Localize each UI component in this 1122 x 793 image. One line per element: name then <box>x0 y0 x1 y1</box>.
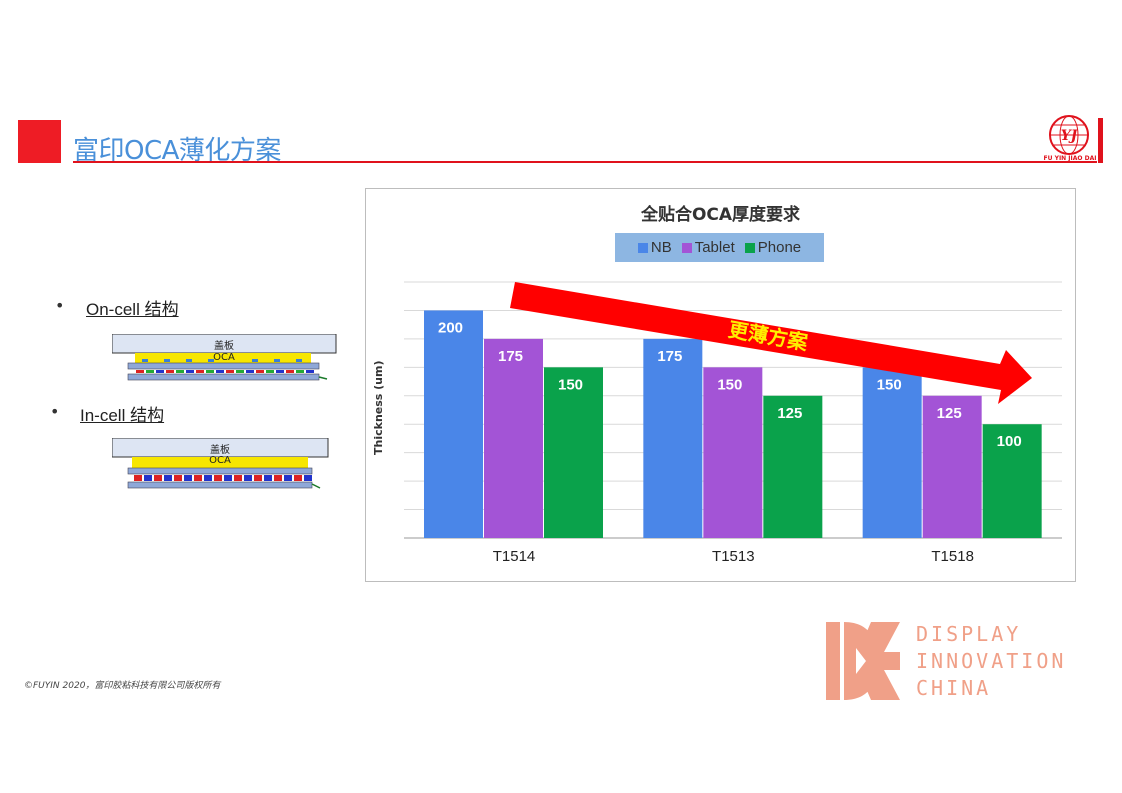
bullet-dot: • <box>50 402 60 421</box>
oncell-diagram <box>111 333 337 384</box>
header-red-square <box>18 120 61 163</box>
bar <box>424 310 483 538</box>
title-underline <box>73 161 1097 163</box>
x-tick-label: T1518 <box>931 548 974 565</box>
x-tick-label: T1514 <box>493 548 536 565</box>
legend-item-phone: Phone <box>744 239 802 256</box>
bar <box>763 395 823 538</box>
company-logo: YJ <box>1040 113 1098 163</box>
legend-swatch <box>744 242 755 253</box>
bar <box>484 338 543 538</box>
legend-swatch <box>681 242 692 253</box>
data-label: 175 <box>657 348 682 365</box>
data-label: 200 <box>438 319 463 336</box>
x-tick-label: T1513 <box>712 548 755 565</box>
legend-item-nb: NB <box>637 239 672 256</box>
incell-diagram <box>111 437 337 490</box>
legend-label: Tablet <box>694 239 735 256</box>
chart-title: 全贴合OCA厚度要求 <box>640 205 801 225</box>
header-right-bar <box>1098 118 1103 163</box>
incell-oca-label: OCA <box>209 455 231 466</box>
legend-label: NB <box>650 239 672 256</box>
bar <box>643 338 703 538</box>
data-label: 175 <box>498 348 523 365</box>
brand-line: INNOVATION <box>916 649 1067 673</box>
annotation-arrow <box>510 282 1032 404</box>
data-label: 150 <box>877 376 902 393</box>
bar <box>922 395 982 538</box>
oncell-oca-label: OCA <box>213 352 235 363</box>
bar <box>982 424 1042 538</box>
legend-label: Phone <box>757 239 802 256</box>
bar <box>862 367 922 538</box>
globe-logo-icon: YJ <box>1049 115 1089 155</box>
chart-legend: NB Tablet Phone <box>615 233 824 262</box>
logo-monogram: YJ <box>1061 128 1079 144</box>
bullet-dot: • <box>55 296 65 315</box>
brand-line: CHINA <box>916 676 992 700</box>
oncell-label: On-cell 结构 <box>86 300 179 319</box>
incell-label: In-cell 结构 <box>80 406 165 425</box>
logo-caption: FU YIN JIAO DAI <box>1043 155 1097 162</box>
dic-logo-icon <box>826 622 900 700</box>
dic-brand-text: DISPLAY INNOVATION CHINA <box>916 621 1066 702</box>
bar <box>544 367 603 538</box>
brand-line: DISPLAY <box>916 622 1022 646</box>
data-label: 125 <box>777 405 802 422</box>
copyright-text: ©FUYIN 2020，富印胶粘科技有限公司版权所有 <box>24 681 221 691</box>
oncell-cover-label: 盖板 <box>214 341 234 352</box>
legend-swatch <box>637 242 648 253</box>
legend-item-tablet: Tablet <box>681 239 735 256</box>
data-label: 125 <box>937 405 962 422</box>
data-label: 100 <box>997 433 1022 450</box>
incell-cover-label: 盖板 <box>210 445 230 456</box>
bar <box>703 367 763 538</box>
data-label: 150 <box>558 376 583 393</box>
data-label: 150 <box>717 376 742 393</box>
